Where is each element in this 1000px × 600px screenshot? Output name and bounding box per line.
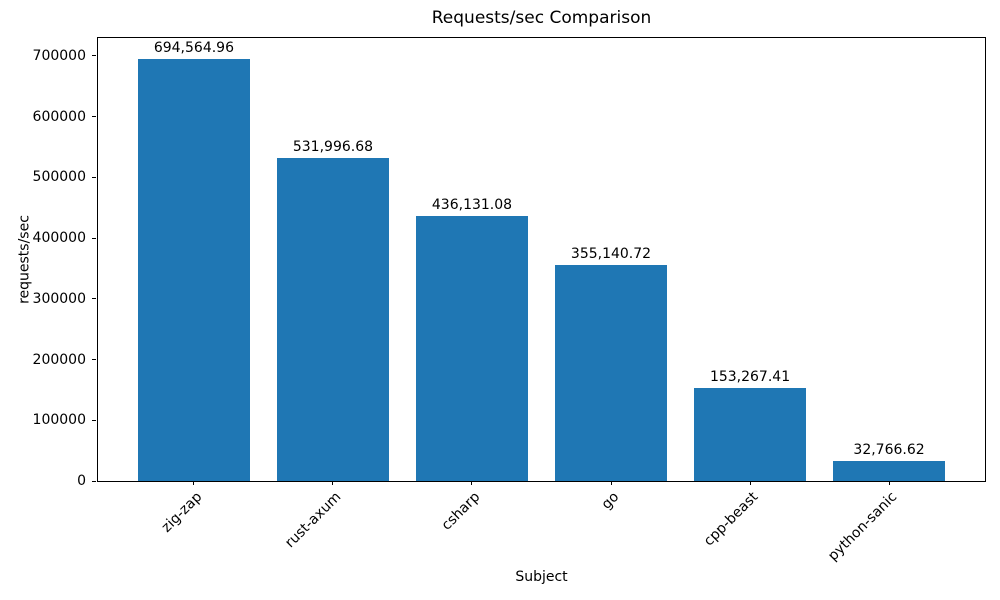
x-tick-mark (332, 481, 334, 485)
y-tick-mark (92, 176, 96, 178)
chart-title: Requests/sec Comparison (431, 8, 652, 28)
bar (277, 157, 389, 481)
bar (138, 59, 250, 481)
y-tick-label: 200000 (32, 351, 86, 368)
bar (555, 265, 667, 481)
x-tick-mark (471, 481, 473, 485)
bar-value-label: 436,131.08 (431, 197, 513, 214)
y-tick-label: 300000 (32, 290, 86, 307)
bar-value-label: 531,996.68 (292, 138, 374, 155)
bar-value-label: 355,140.72 (570, 246, 652, 263)
y-tick-label: 700000 (32, 47, 86, 64)
x-tick-mark (610, 481, 612, 485)
bar (416, 216, 528, 481)
x-axis-label: Subject (515, 569, 568, 585)
y-tick-label: 100000 (32, 412, 86, 429)
y-tick-mark (92, 116, 96, 118)
y-axis-label: requests/sec (16, 215, 33, 304)
y-tick-mark (92, 55, 96, 57)
y-tick-label: 400000 (32, 230, 86, 247)
x-tick-mark (193, 481, 195, 485)
y-tick-label: 600000 (32, 108, 86, 125)
plot-area: 0 100000 200000 300000 400000 500000 600000 700… (33, 37, 986, 564)
y-tick-label: 500000 (32, 169, 86, 186)
y-tick-mark (92, 419, 96, 421)
bar (833, 461, 945, 481)
bar-value-label: 694,564.96 (153, 40, 234, 57)
x-tick-mark (749, 481, 751, 485)
y-tick-label: 0 (77, 473, 86, 489)
bar-value-label: 153,267.41 (709, 368, 791, 385)
y-tick-mark (92, 298, 96, 300)
bar (694, 387, 806, 481)
y-tick-mark (92, 237, 96, 239)
y-tick-mark (92, 480, 96, 482)
x-tick-mark (888, 481, 890, 485)
bar-value-label: 32,766.62 (853, 442, 925, 459)
y-tick-mark (92, 359, 96, 360)
